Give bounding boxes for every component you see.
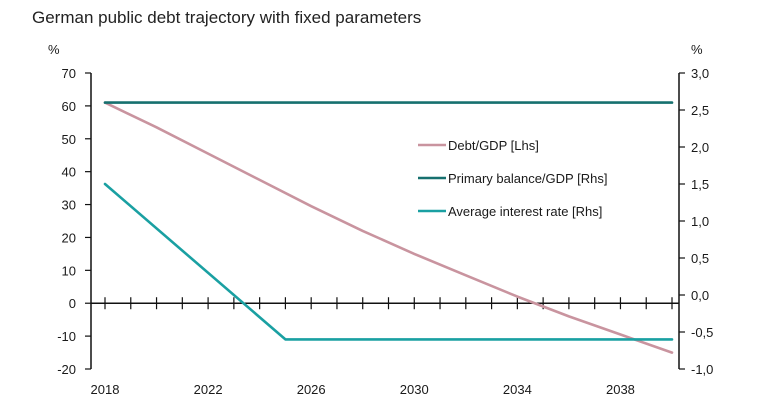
right-tick-label: -0,5 [691, 325, 713, 340]
right-axis-unit: % [691, 42, 703, 57]
series-line-0 [103, 101, 674, 354]
series-line-2 [103, 182, 674, 341]
left-tick-label: 10 [62, 263, 76, 278]
left-tick-label: 0 [69, 296, 76, 311]
right-tick-label: 2,5 [691, 103, 709, 118]
right-tick-label: 1,0 [691, 214, 709, 229]
x-tick-label: 2038 [606, 382, 635, 397]
left-axis-unit: % [48, 42, 60, 57]
right-tick-label: 1,5 [691, 177, 709, 192]
left-tick-label: 50 [62, 132, 76, 147]
left-tick-label: -10 [57, 329, 76, 344]
legend-label: Primary balance/GDP [Rhs] [448, 171, 607, 186]
left-tick-label: 20 [62, 230, 76, 245]
left-tick-label: 30 [62, 198, 76, 213]
right-tick-label: -1,0 [691, 362, 713, 377]
x-tick-label: 2018 [91, 382, 120, 397]
left-tick-label: 70 [62, 66, 76, 81]
right-tick-label: 0,0 [691, 288, 709, 303]
legend-label: Average interest rate [Rhs] [448, 204, 602, 219]
x-tick-label: 2034 [503, 382, 532, 397]
x-tick-label: 2030 [400, 382, 429, 397]
x-tick-label: 2026 [297, 382, 326, 397]
right-tick-label: 3,0 [691, 66, 709, 81]
right-tick-label: 0,5 [691, 251, 709, 266]
legend-label: Debt/GDP [Lhs] [448, 138, 539, 153]
right-tick-label: 2,0 [691, 140, 709, 155]
left-tick-label: -20 [57, 362, 76, 377]
left-tick-label: 40 [62, 165, 76, 180]
chart-title: German public debt trajectory with fixed… [32, 8, 422, 27]
left-tick-label: 60 [62, 99, 76, 114]
x-tick-label: 2022 [194, 382, 223, 397]
